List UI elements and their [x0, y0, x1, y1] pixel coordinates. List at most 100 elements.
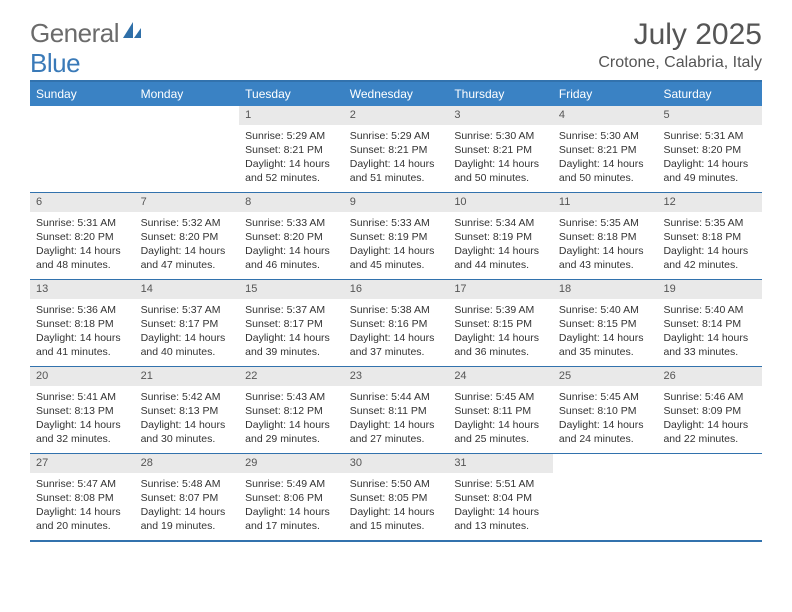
day-sunrise: Sunrise: 5:50 AM	[350, 477, 443, 491]
day-content: Sunrise: 5:37 AMSunset: 8:17 PMDaylight:…	[135, 299, 240, 366]
day-sunrise: Sunrise: 5:39 AM	[454, 303, 547, 317]
day-sunset: Sunset: 8:18 PM	[36, 317, 129, 331]
day-sunrise: Sunrise: 5:40 AM	[663, 303, 756, 317]
day-sunrise: Sunrise: 5:33 AM	[350, 216, 443, 230]
day-sunrise: Sunrise: 5:48 AM	[141, 477, 234, 491]
day-cell: 30Sunrise: 5:50 AMSunset: 8:05 PMDayligh…	[344, 454, 449, 540]
day-cell	[30, 106, 135, 192]
day-day2: and 42 minutes.	[663, 258, 756, 272]
day-number: 27	[30, 454, 135, 473]
day-number: 19	[657, 280, 762, 299]
day-day1: Daylight: 14 hours	[36, 505, 129, 519]
day-day2: and 50 minutes.	[559, 171, 652, 185]
day-day1: Daylight: 14 hours	[141, 244, 234, 258]
day-cell: 10Sunrise: 5:34 AMSunset: 8:19 PMDayligh…	[448, 193, 553, 279]
day-day1: Daylight: 14 hours	[245, 331, 338, 345]
day-day2: and 50 minutes.	[454, 171, 547, 185]
day-day2: and 17 minutes.	[245, 519, 338, 533]
day-number: 9	[344, 193, 449, 212]
day-number: 12	[657, 193, 762, 212]
day-day1: Daylight: 14 hours	[141, 331, 234, 345]
day-number: 3	[448, 106, 553, 125]
day-cell: 3Sunrise: 5:30 AMSunset: 8:21 PMDaylight…	[448, 106, 553, 192]
day-number: 8	[239, 193, 344, 212]
day-day2: and 33 minutes.	[663, 345, 756, 359]
dayheader-row: Sunday Monday Tuesday Wednesday Thursday…	[30, 82, 762, 106]
day-day2: and 52 minutes.	[245, 171, 338, 185]
day-sunset: Sunset: 8:13 PM	[141, 404, 234, 418]
day-sunset: Sunset: 8:12 PM	[245, 404, 338, 418]
day-sunrise: Sunrise: 5:45 AM	[454, 390, 547, 404]
day-content: Sunrise: 5:43 AMSunset: 8:12 PMDaylight:…	[239, 386, 344, 453]
day-sunset: Sunset: 8:14 PM	[663, 317, 756, 331]
day-sunrise: Sunrise: 5:51 AM	[454, 477, 547, 491]
day-day1: Daylight: 14 hours	[663, 157, 756, 171]
day-day1: Daylight: 14 hours	[350, 418, 443, 432]
day-sunrise: Sunrise: 5:30 AM	[559, 129, 652, 143]
day-sunrise: Sunrise: 5:41 AM	[36, 390, 129, 404]
day-number: 16	[344, 280, 449, 299]
day-number: 24	[448, 367, 553, 386]
logo-text-general: General	[30, 18, 119, 49]
day-day1: Daylight: 14 hours	[663, 331, 756, 345]
day-number: 4	[553, 106, 658, 125]
day-day2: and 41 minutes.	[36, 345, 129, 359]
day-number: 1	[239, 106, 344, 125]
day-cell: 1Sunrise: 5:29 AMSunset: 8:21 PMDaylight…	[239, 106, 344, 192]
day-sunrise: Sunrise: 5:40 AM	[559, 303, 652, 317]
day-sunrise: Sunrise: 5:31 AM	[663, 129, 756, 143]
day-day1: Daylight: 14 hours	[350, 157, 443, 171]
day-content: Sunrise: 5:45 AMSunset: 8:10 PMDaylight:…	[553, 386, 658, 453]
day-cell: 13Sunrise: 5:36 AMSunset: 8:18 PMDayligh…	[30, 280, 135, 366]
day-cell: 28Sunrise: 5:48 AMSunset: 8:07 PMDayligh…	[135, 454, 240, 540]
day-cell: 31Sunrise: 5:51 AMSunset: 8:04 PMDayligh…	[448, 454, 553, 540]
dayheader-saturday: Saturday	[657, 82, 762, 106]
day-cell: 12Sunrise: 5:35 AMSunset: 8:18 PMDayligh…	[657, 193, 762, 279]
day-sunset: Sunset: 8:17 PM	[141, 317, 234, 331]
day-day2: and 22 minutes.	[663, 432, 756, 446]
day-content: Sunrise: 5:36 AMSunset: 8:18 PMDaylight:…	[30, 299, 135, 366]
day-number: 22	[239, 367, 344, 386]
day-cell: 25Sunrise: 5:45 AMSunset: 8:10 PMDayligh…	[553, 367, 658, 453]
week-row: 20Sunrise: 5:41 AMSunset: 8:13 PMDayligh…	[30, 366, 762, 453]
day-number: 14	[135, 280, 240, 299]
day-number: 21	[135, 367, 240, 386]
title-block: July 2025 Crotone, Calabria, Italy	[598, 18, 762, 72]
day-cell: 14Sunrise: 5:37 AMSunset: 8:17 PMDayligh…	[135, 280, 240, 366]
day-content: Sunrise: 5:46 AMSunset: 8:09 PMDaylight:…	[657, 386, 762, 453]
day-day1: Daylight: 14 hours	[454, 331, 547, 345]
day-content: Sunrise: 5:44 AMSunset: 8:11 PMDaylight:…	[344, 386, 449, 453]
day-cell	[135, 106, 240, 192]
day-sunset: Sunset: 8:09 PM	[663, 404, 756, 418]
day-content: Sunrise: 5:42 AMSunset: 8:13 PMDaylight:…	[135, 386, 240, 453]
day-day1: Daylight: 14 hours	[350, 331, 443, 345]
dayheader-tuesday: Tuesday	[239, 82, 344, 106]
day-cell: 2Sunrise: 5:29 AMSunset: 8:21 PMDaylight…	[344, 106, 449, 192]
day-day2: and 51 minutes.	[350, 171, 443, 185]
day-sunrise: Sunrise: 5:37 AM	[141, 303, 234, 317]
day-cell: 17Sunrise: 5:39 AMSunset: 8:15 PMDayligh…	[448, 280, 553, 366]
header: General July 2025 Crotone, Calabria, Ita…	[0, 0, 792, 80]
day-sunset: Sunset: 8:11 PM	[454, 404, 547, 418]
day-day1: Daylight: 14 hours	[141, 418, 234, 432]
day-sunset: Sunset: 8:05 PM	[350, 491, 443, 505]
day-cell: 22Sunrise: 5:43 AMSunset: 8:12 PMDayligh…	[239, 367, 344, 453]
day-number: 5	[657, 106, 762, 125]
day-number: 18	[553, 280, 658, 299]
day-sunset: Sunset: 8:19 PM	[350, 230, 443, 244]
day-sunrise: Sunrise: 5:49 AM	[245, 477, 338, 491]
day-sunrise: Sunrise: 5:30 AM	[454, 129, 547, 143]
day-content: Sunrise: 5:48 AMSunset: 8:07 PMDaylight:…	[135, 473, 240, 540]
day-sunset: Sunset: 8:21 PM	[245, 143, 338, 157]
day-number: 30	[344, 454, 449, 473]
day-day1: Daylight: 14 hours	[245, 418, 338, 432]
day-sunrise: Sunrise: 5:44 AM	[350, 390, 443, 404]
day-content: Sunrise: 5:35 AMSunset: 8:18 PMDaylight:…	[657, 212, 762, 279]
day-day2: and 20 minutes.	[36, 519, 129, 533]
day-day1: Daylight: 14 hours	[36, 244, 129, 258]
month-title: July 2025	[598, 18, 762, 52]
day-content: Sunrise: 5:33 AMSunset: 8:20 PMDaylight:…	[239, 212, 344, 279]
day-day2: and 25 minutes.	[454, 432, 547, 446]
day-content: Sunrise: 5:45 AMSunset: 8:11 PMDaylight:…	[448, 386, 553, 453]
day-cell	[657, 454, 762, 540]
